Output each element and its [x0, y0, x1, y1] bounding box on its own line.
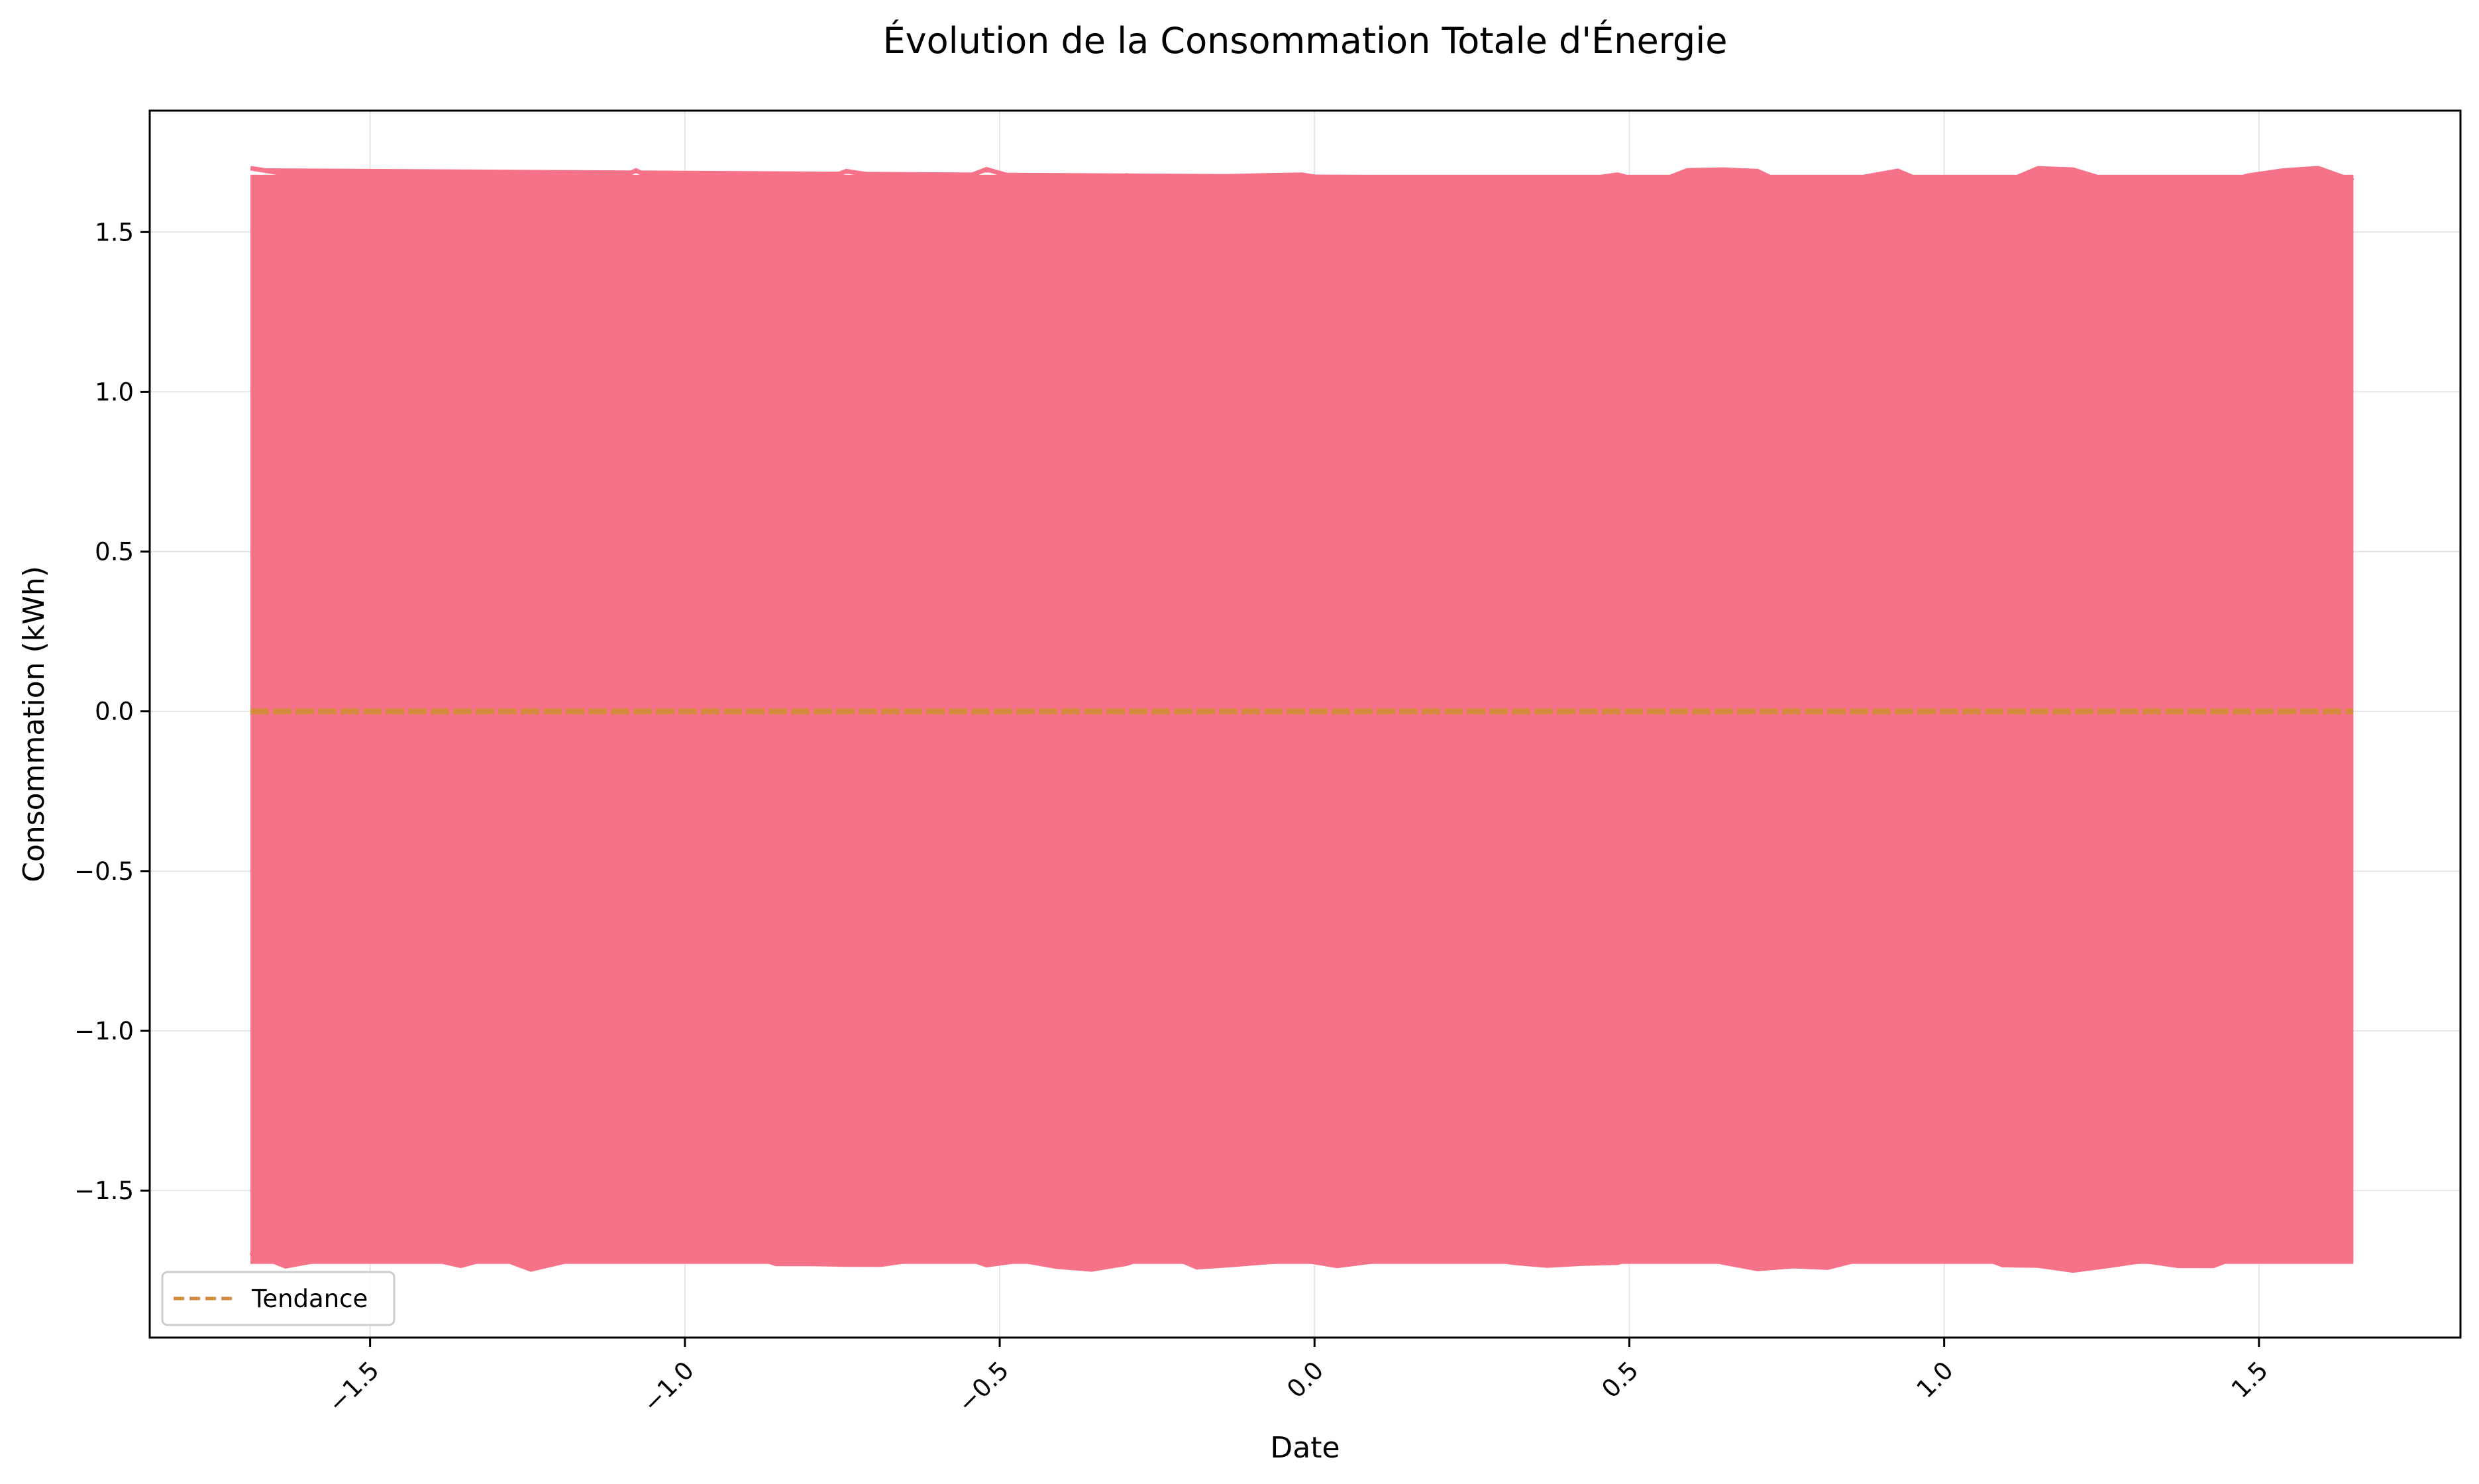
y-tick-label: 0.5: [95, 538, 134, 566]
legend: Tendance: [161, 1271, 396, 1326]
y-axis-title: Consommation (kWh): [17, 566, 51, 882]
y-tick-label: 1.0: [95, 378, 134, 406]
y-tick-label: −0.5: [74, 857, 134, 886]
x-tick-label: 0.5: [1597, 1356, 1644, 1404]
x-tick-label: 0.0: [1281, 1356, 1329, 1404]
x-axis-title: Date: [1270, 1431, 1340, 1465]
x-tick-label: −1.0: [637, 1356, 700, 1418]
x-tick-label: 1.0: [1911, 1356, 1959, 1404]
plot-area-data: [249, 166, 2354, 1273]
x-tick-label: 1.5: [2226, 1356, 2274, 1404]
x-tick-label: −1.5: [323, 1356, 385, 1418]
y-tick-label: 1.5: [95, 218, 134, 246]
y-tick-label: −1.0: [74, 1017, 134, 1045]
plot-frame: [148, 109, 2462, 1339]
legend-label-tendance: Tendance: [251, 1285, 368, 1313]
chart-title: Évolution de la Consommation Totale d'Én…: [883, 20, 1728, 62]
legend-box: [161, 1271, 396, 1326]
consumption-line-bottom: [249, 1249, 2354, 1273]
y-tick-label: −1.5: [74, 1177, 134, 1205]
x-tick-label: −0.5: [952, 1356, 1014, 1418]
consumption-line-top: [250, 166, 2354, 191]
consumption-fill: [250, 174, 2354, 1264]
y-tick-label: 0.0: [95, 698, 134, 726]
